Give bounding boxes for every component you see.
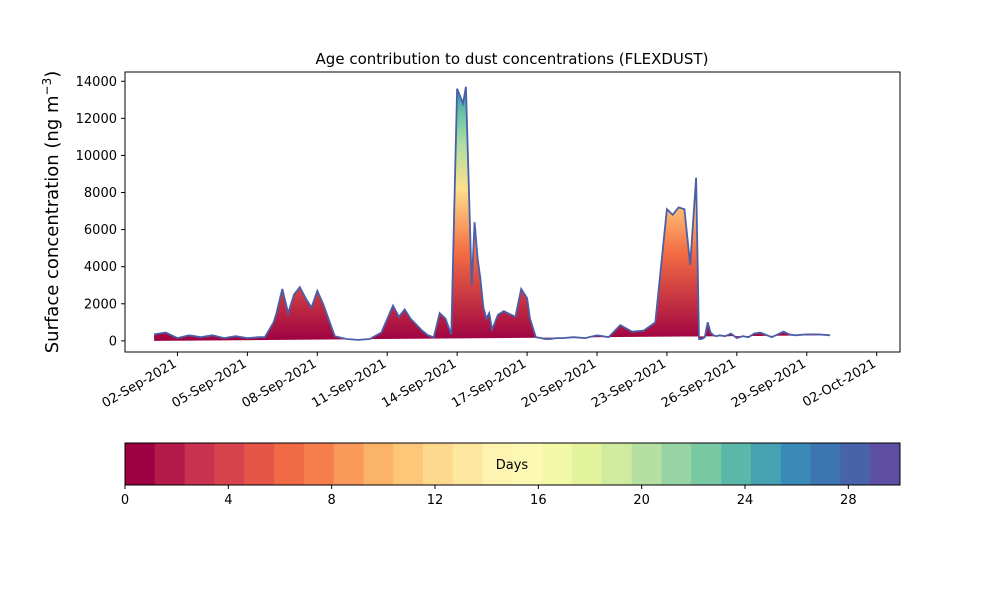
colorbar-tick-label: 12 xyxy=(427,493,444,508)
x-axis: 02-Sep-202105-Sep-202108-Sep-202111-Sep-… xyxy=(100,352,879,411)
plot-layer xyxy=(153,86,831,341)
colorbar-segment xyxy=(572,443,603,485)
colorbar-segment xyxy=(780,443,812,485)
x-tick-label: 14-Sep-2021 xyxy=(379,356,459,411)
y-tick-label: 6000 xyxy=(84,223,117,238)
x-tick-label: 02-Oct-2021 xyxy=(800,356,878,410)
colorbar-segment xyxy=(125,443,156,485)
colorbar-segment xyxy=(542,443,573,485)
x-tick-label: 11-Sep-2021 xyxy=(309,356,389,411)
x-tick-label: 20-Sep-2021 xyxy=(519,356,599,411)
x-tick-label: 23-Sep-2021 xyxy=(589,356,669,411)
y-tick-label: 10000 xyxy=(76,149,117,164)
y-axis-label: Surface concentration (ng m−3) xyxy=(40,71,63,354)
y-tick-label: 2000 xyxy=(84,297,117,312)
colorbar-segment xyxy=(452,443,484,485)
colorbar-segment xyxy=(154,443,186,485)
colorbar-tick-label: 8 xyxy=(328,493,336,508)
x-tick-label: 08-Sep-2021 xyxy=(239,356,319,411)
colorbar-segment xyxy=(601,443,633,485)
colorbar-segment xyxy=(482,443,513,485)
x-tick-label: 26-Sep-2021 xyxy=(659,356,739,411)
colorbar-segment xyxy=(303,443,335,485)
colorbar-segment xyxy=(423,443,454,485)
colorbar-frame xyxy=(124,442,901,486)
plot-area-frame xyxy=(124,71,901,353)
stacked-age-area xyxy=(154,86,831,341)
colorbar-tick-label: 20 xyxy=(633,493,650,508)
y-tick-label: 0 xyxy=(109,334,117,349)
y-tick-label: 14000 xyxy=(76,75,117,90)
colorbar: 0 4 8 12 16 20 24 28 xyxy=(121,442,901,508)
colorbar-tick-label: 24 xyxy=(737,493,754,508)
colorbar-tick-label: 28 xyxy=(840,493,857,508)
colorbar-segment xyxy=(870,443,901,485)
colorbar-segment xyxy=(244,443,275,485)
colorbar-segment xyxy=(840,443,871,485)
total-concentration-line xyxy=(153,86,831,341)
y-tick-label: 8000 xyxy=(84,186,117,201)
x-tick-label: 29-Sep-2021 xyxy=(729,356,809,411)
colorbar-segment xyxy=(274,443,305,485)
colorbar-segment xyxy=(214,443,245,485)
chart-title: Age contribution to dust concentrations … xyxy=(316,50,709,68)
colorbar-segment xyxy=(333,443,364,485)
colorbar-tick-label: 0 xyxy=(121,493,129,508)
x-tick-label: 05-Sep-2021 xyxy=(170,356,250,411)
y-tick-label: 12000 xyxy=(76,112,117,127)
x-tick-label: 17-Sep-2021 xyxy=(449,356,529,411)
colorbar-segment xyxy=(184,443,215,485)
colorbar-segment xyxy=(363,443,394,485)
y-axis: 0 2000 4000 6000 8000 10000 12000 14000 xyxy=(76,75,125,349)
colorbar-segment xyxy=(393,443,424,485)
colorbar-label: Days xyxy=(496,458,529,473)
colorbar-segment xyxy=(691,443,722,485)
colorbar-tick-label: 4 xyxy=(224,493,232,508)
x-tick-label: 02-Sep-2021 xyxy=(100,356,180,411)
colorbar-segment xyxy=(631,443,663,485)
colorbar-segment xyxy=(661,443,692,485)
colorbar-segment xyxy=(512,443,543,485)
colorbar-segment xyxy=(721,443,752,485)
y-tick-label: 4000 xyxy=(84,260,117,275)
colorbar-segment xyxy=(810,443,841,485)
colorbar-tick-label: 16 xyxy=(530,493,547,508)
colorbar-segment xyxy=(750,443,782,485)
